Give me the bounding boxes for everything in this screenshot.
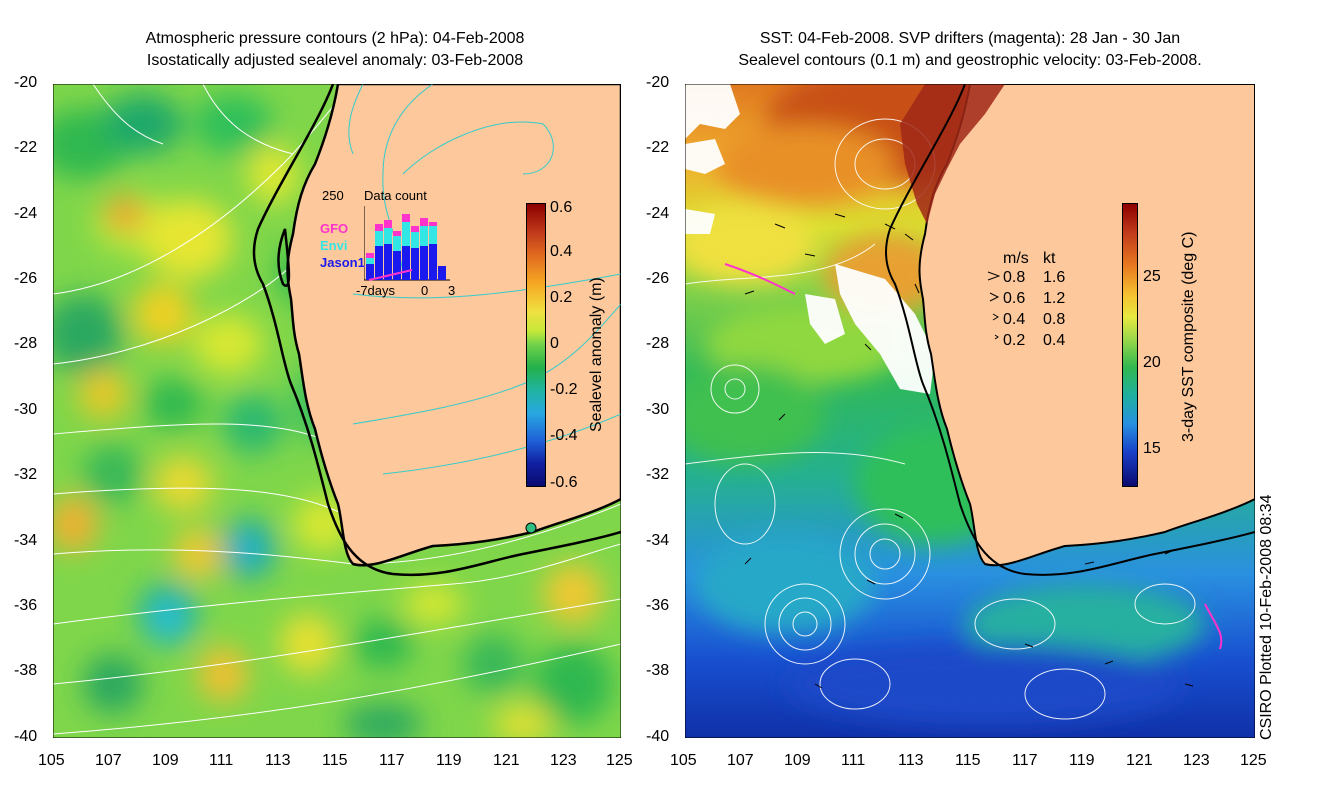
right-y-tick: -38 xyxy=(646,662,670,679)
right-x-tick: 113 xyxy=(898,752,924,769)
velocity-legend: m/s kt 0.8 1.6 0.6 1.2 0.4 0.8 0.2 0.4 xyxy=(986,250,1096,350)
cloud-mask xyxy=(685,84,935,394)
sealevel-contours xyxy=(685,118,1196,720)
left-y-tick: -26 xyxy=(14,270,38,287)
left-y-tick: -30 xyxy=(14,401,38,418)
left-title-line1: Atmospheric pressure contours (2 hPa): 0… xyxy=(145,30,525,47)
sealevel-colorbar-tick: 0 xyxy=(550,335,559,352)
inset-legend-gfo: GFO xyxy=(320,221,349,236)
inset-xtick-right: 3 xyxy=(448,283,456,298)
velocity-legend-kt: 0.8 xyxy=(1043,311,1066,328)
right-x-tick: 123 xyxy=(1183,752,1210,769)
right-title-line2: Sealevel contours (0.1 m) and geostrophi… xyxy=(738,52,1202,69)
left-y-tick: -22 xyxy=(14,139,38,156)
left-y-tick: -36 xyxy=(14,597,38,614)
sealevel-colorbar-tick: -0.6 xyxy=(550,474,578,491)
velocity-legend-header-kt: kt xyxy=(1043,250,1056,267)
left-y-tick: -28 xyxy=(14,335,38,352)
velocity-legend-ms: 0.6 xyxy=(1003,290,1026,307)
right-y-tick: -24 xyxy=(646,205,670,222)
right-x-tick: 105 xyxy=(670,752,697,769)
inset-bars xyxy=(364,206,450,281)
velocity-legend-kt: 0.4 xyxy=(1043,332,1066,349)
right-x-tick: 109 xyxy=(784,752,811,769)
left-x-tick: 107 xyxy=(95,752,122,769)
left-x-tick: 117 xyxy=(379,752,405,769)
sst-map xyxy=(685,84,1255,738)
sealevel-colorbar-tick: 0.4 xyxy=(550,243,573,260)
sst-colorbar xyxy=(1122,203,1138,487)
sst-colorbar-label: 3-day SST composite (deg C) xyxy=(1180,231,1197,442)
shelf-line xyxy=(252,84,621,577)
inset-xtick-left: -7days xyxy=(356,283,396,298)
velocity-legend-arrows xyxy=(987,271,1000,340)
tide-gauge-marker xyxy=(525,522,537,534)
right-x-tick: 107 xyxy=(727,752,754,769)
velocity-legend-ms: 0.4 xyxy=(1003,311,1026,328)
left-x-tick: 123 xyxy=(550,752,577,769)
inset-xtick-mid: 0 xyxy=(421,283,429,298)
sealevel-colorbar xyxy=(526,203,546,487)
shelf-line-sst xyxy=(885,84,1255,576)
left-y-tick: -24 xyxy=(14,205,38,222)
right-y-tick: -36 xyxy=(646,597,670,614)
right-y-tick: -40 xyxy=(646,728,670,745)
sst-colorbar-tick: 15 xyxy=(1143,440,1161,457)
right-y-tick: -32 xyxy=(646,466,670,483)
right-y-tick: -26 xyxy=(646,270,670,287)
left-title-line2: Isostatically adjusted sealevel anomaly:… xyxy=(146,52,524,69)
left-x-tick: 105 xyxy=(38,752,65,769)
australia-land xyxy=(286,84,621,567)
velocity-legend-ms: 0.2 xyxy=(1003,332,1026,349)
sealevel-colorbar-tick: -0.4 xyxy=(550,427,578,444)
svp-drifter-track xyxy=(724,263,796,295)
right-title-line1: SST: 04-Feb-2008. SVP drifters (magenta)… xyxy=(759,30,1181,47)
velocity-legend-header-ms: m/s xyxy=(1003,250,1029,267)
left-y-tick: -40 xyxy=(14,728,38,745)
sealevel-colorbar-tick: 0.2 xyxy=(550,289,573,306)
right-x-tick: 119 xyxy=(1069,752,1095,769)
inset-ymax-label: 250 xyxy=(322,188,344,203)
left-x-tick: 113 xyxy=(265,752,291,769)
inset-legend-jason: Jason1 xyxy=(320,255,365,270)
sealevel-colorbar-tick: -0.2 xyxy=(550,381,578,398)
left-x-tick: 125 xyxy=(606,752,633,769)
right-y-tick: -22 xyxy=(646,139,670,156)
left-y-tick: -34 xyxy=(14,532,38,549)
left-x-tick: 109 xyxy=(152,752,179,769)
right-x-tick: 111 xyxy=(841,752,866,769)
right-y-tick: -30 xyxy=(646,401,670,418)
plot-credit: CSIRO Plotted 10-Feb-2008 08:34 xyxy=(1258,494,1275,740)
left-y-tick: -32 xyxy=(14,466,38,483)
right-x-tick: 121 xyxy=(1126,752,1153,769)
sealevel-colorbar-tick: 0.6 xyxy=(550,199,573,216)
inset-legend-envi: Envi xyxy=(320,238,348,253)
left-x-tick: 115 xyxy=(322,752,348,769)
left-x-tick: 111 xyxy=(209,752,234,769)
left-y-tick: -20 xyxy=(14,74,38,91)
velocity-legend-kt: 1.6 xyxy=(1043,269,1066,286)
left-x-tick: 121 xyxy=(493,752,520,769)
sst-colorbar-tick: 25 xyxy=(1143,268,1161,285)
cyan-land-contours xyxy=(348,84,621,475)
right-y-tick: -28 xyxy=(646,335,670,352)
right-y-tick: -34 xyxy=(646,532,670,549)
data-count-inset: 250 Data count GFO Envi Jason1 -7days 0 … xyxy=(308,186,468,301)
velocity-legend-ms: 0.8 xyxy=(1003,269,1026,286)
left-x-tick: 119 xyxy=(436,752,462,769)
velocity-legend-kt: 1.2 xyxy=(1043,290,1066,307)
inset-title: Data count xyxy=(364,188,427,203)
right-x-tick: 125 xyxy=(1240,752,1267,769)
right-x-tick: 115 xyxy=(955,752,981,769)
sst-colorbar-tick: 20 xyxy=(1143,354,1161,371)
right-y-tick: -20 xyxy=(646,74,670,91)
right-x-tick: 117 xyxy=(1012,752,1038,769)
left-y-tick: -38 xyxy=(14,662,38,679)
sealevel-colorbar-label: Sealevel anomaly (m) xyxy=(588,277,605,432)
